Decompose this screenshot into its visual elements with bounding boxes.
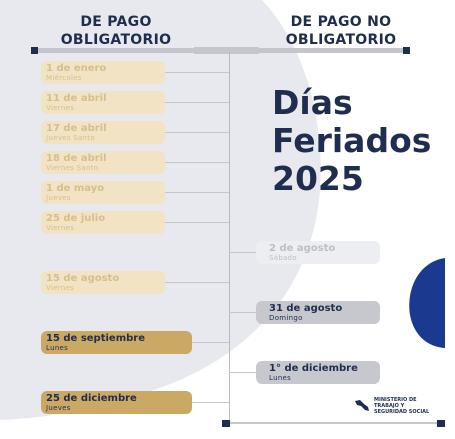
logo-text: MINISTERIO DE TRABAJO Y SEGURIDAD SOCIAL [374,397,444,415]
holiday-date: 11 de abril [46,93,107,104]
holiday-item-obligatorio: 11 de abril Viernes [41,91,165,114]
holiday-item-obligatorio: 18 de abril Viernes Santo [41,151,165,174]
holiday-date: 2 de agosto [269,243,336,254]
holiday-weekday: Jueves [46,194,71,202]
holiday-item-obligatorio: 25 de julio Viernes [41,211,165,234]
logo-line2: TRABAJO Y [374,403,405,409]
connector [192,402,229,403]
bottom-marker-right [437,420,445,427]
holiday-date: 25 de julio [46,213,106,224]
holiday-weekday: Viernes [46,284,75,292]
holiday-item-obligatorio: 15 de septiembre Lunes [41,331,192,354]
title-line2: Feriados [272,121,432,160]
header-obligatorio-line1: DE PAGO [80,14,152,30]
costa-rica-map-icon [354,398,370,412]
holiday-date: 1° de diciembre [269,363,358,374]
connector [165,72,229,73]
connector [165,132,229,133]
bottom-marker-left [222,420,230,427]
connector [229,372,256,373]
divider-marker-right [403,47,410,54]
holiday-weekday: Viernes [46,104,75,112]
holiday-item-obligatorio: 1 de mayo Jueves [41,181,165,204]
connector [165,222,229,223]
holiday-weekday: Viernes [46,224,75,232]
holiday-date: 15 de agosto [46,273,120,284]
holiday-weekday: Domingo [269,314,303,322]
holiday-weekday: Jueves Santo [46,134,95,142]
holiday-date: 1 de enero [46,63,107,74]
holiday-weekday: Jueves [46,404,71,412]
holiday-weekday: Miércoles [46,74,82,82]
holiday-weekday: Sábado [269,254,297,262]
logo-line1: MINISTERIO DE [374,397,417,403]
holiday-item-obligatorio: 25 de diciembre Jueves [41,391,192,414]
connector [165,102,229,103]
header-obligatorio-line2: OBLIGATORIO [60,32,172,48]
holiday-weekday: Lunes [46,344,69,352]
holiday-item-obligatorio: 15 de agosto Viernes [41,271,165,294]
holiday-item-no-obligatorio: 2 de agosto Sábado [256,241,380,264]
holiday-date: 15 de septiembre [46,333,145,344]
connector [229,252,256,253]
header-no-obligatorio-line1: DE PAGO NO [290,14,392,30]
ministry-logo: MINISTERIO DE TRABAJO Y SEGURIDAD SOCIAL [354,396,444,416]
holiday-date: 18 de abril [46,153,107,164]
title-line3: 2025 [272,159,364,198]
connector [229,312,256,313]
holiday-item-no-obligatorio: 31 de agosto Domingo [256,301,380,324]
header-no-obligatorio-line2: OBLIGATORIO [285,32,397,48]
title-line1: Días [272,83,353,122]
header-no-obligatorio: DE PAGO NO OBLIGATORIO [256,13,426,49]
holiday-date: 25 de diciembre [46,393,137,404]
holiday-date: 17 de abril [46,123,107,134]
connector [165,282,229,283]
bottom-rule [222,422,444,424]
holiday-date: 1 de mayo [46,183,105,194]
connector [165,192,229,193]
holiday-weekday: Viernes Santo [46,164,99,172]
page-title: Días Feriados 2025 [272,84,431,198]
header-obligatorio: DE PAGO OBLIGATORIO [26,13,206,49]
holiday-item-obligatorio: 17 de abril Jueves Santo [41,121,165,144]
timeline-axis [229,52,230,424]
divider-center [194,47,259,54]
connector [165,162,229,163]
connector [192,342,229,343]
holiday-item-no-obligatorio: 1° de diciembre Lunes [256,361,380,384]
holiday-weekday: Lunes [269,374,292,382]
holiday-date: 31 de agosto [269,303,343,314]
divider-marker-left [31,47,38,54]
holiday-item-obligatorio: 1 de enero Miércoles [41,61,165,84]
blue-semicircle [409,258,445,348]
logo-line3: SEGURIDAD SOCIAL [374,409,430,415]
